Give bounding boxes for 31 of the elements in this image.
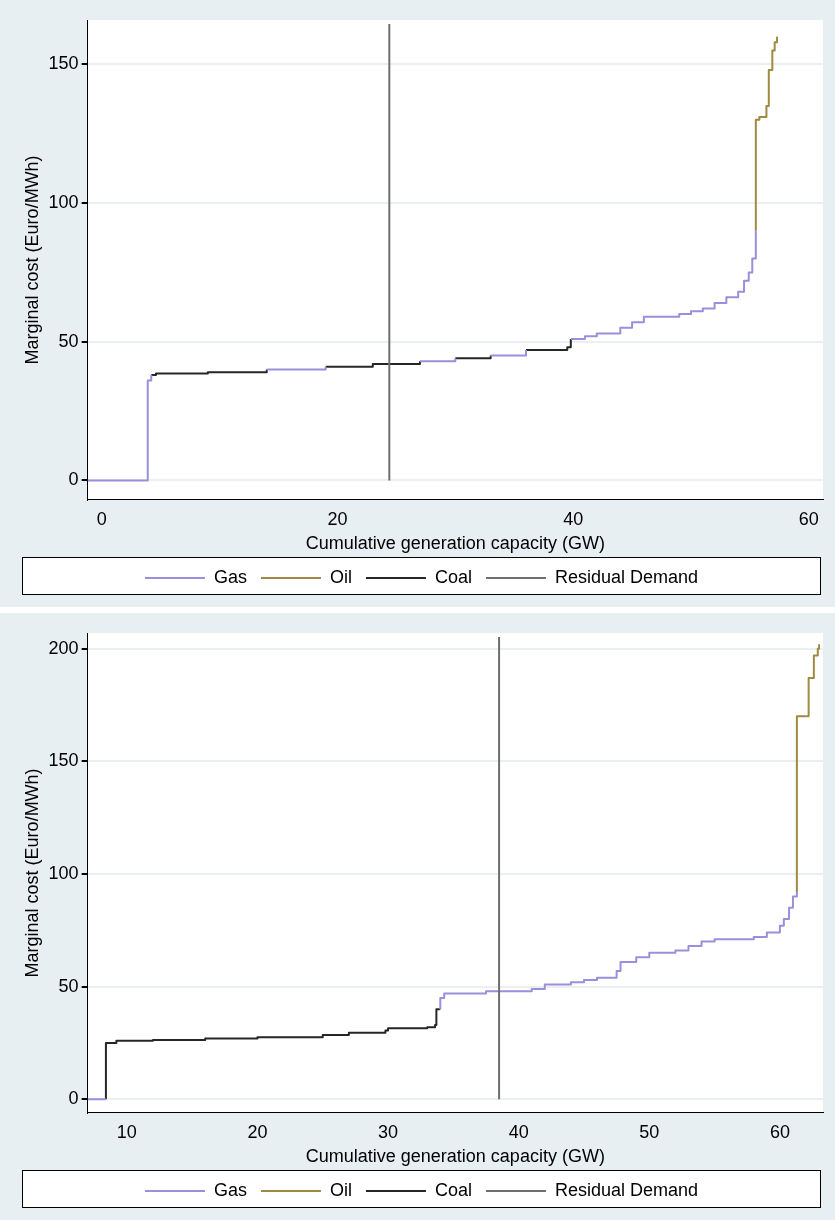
- y-tick-label: 200: [48, 637, 79, 658]
- y-tick-label: 0: [68, 469, 79, 490]
- x-tick-label: 60: [798, 508, 819, 529]
- legend-label: Oil: [329, 566, 352, 587]
- y-axis-title: Marginal cost (Euro/MWh): [21, 155, 42, 365]
- y-tick-label: 100: [48, 192, 79, 213]
- x-tick-label: 20: [327, 508, 348, 529]
- legend-label: Gas: [213, 566, 247, 587]
- y-tick-label: 0: [68, 1088, 79, 1109]
- x-tick-label: 50: [639, 1121, 660, 1142]
- x-tick-label: 40: [508, 1121, 529, 1142]
- x-tick-label: 0: [96, 508, 107, 529]
- x-tick-label: 40: [563, 508, 584, 529]
- legend-label: Residual Demand: [554, 1179, 699, 1200]
- x-tick-label: 30: [378, 1121, 399, 1142]
- y-tick-label: 50: [58, 975, 79, 996]
- y-tick-label: 100: [48, 863, 79, 883]
- x-tick-label: 20: [247, 1121, 268, 1142]
- y-tick-label: 150: [48, 750, 79, 771]
- legend-label: Gas: [213, 1179, 247, 1200]
- y-tick-label: 50: [58, 330, 79, 351]
- x-tick-label: 60: [769, 1121, 790, 1142]
- y-tick-label: 150: [48, 53, 79, 74]
- legend-label: Oil: [329, 1179, 352, 1200]
- legend-label: Residual Demand: [554, 566, 699, 587]
- x-axis-title: Cumulative generation capacity (GW): [305, 533, 605, 554]
- x-axis-title: Cumulative generation capacity (GW): [305, 1146, 605, 1167]
- y-axis-title: Marginal cost (Euro/MWh): [21, 768, 42, 978]
- x-tick-label: 10: [116, 1121, 137, 1142]
- legend-label: Coal: [434, 1179, 472, 1200]
- legend-label: Coal: [434, 566, 472, 587]
